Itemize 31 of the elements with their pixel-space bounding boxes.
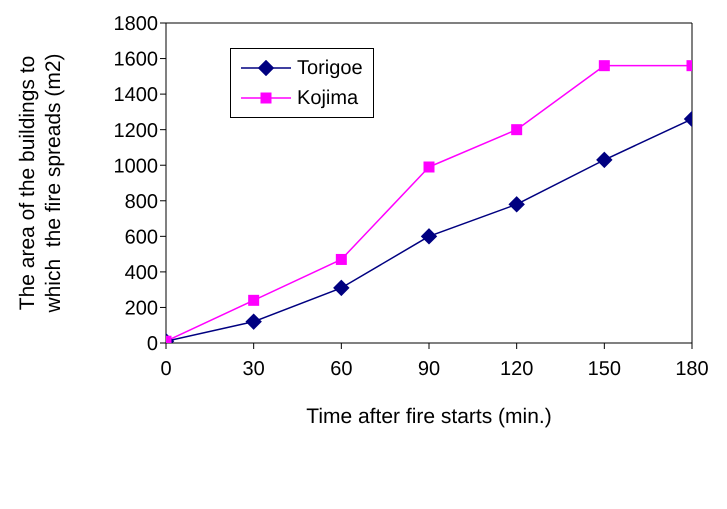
point <box>596 152 612 168</box>
x-tick-label: 30 <box>242 358 265 380</box>
point <box>424 162 434 172</box>
point <box>598 60 610 72</box>
y-tick-label: 400 <box>124 262 158 284</box>
x-tick-label: 60 <box>330 358 352 380</box>
x-axis-title: Time after fire starts (min.) <box>306 405 552 428</box>
point <box>333 280 350 296</box>
point <box>508 196 525 212</box>
point <box>511 124 522 136</box>
y-tick-label: 600 <box>124 226 158 248</box>
point <box>421 228 437 244</box>
x-tick-label: 90 <box>418 358 440 380</box>
y-tick-label: 1800 <box>114 13 158 36</box>
point <box>336 254 347 265</box>
point <box>248 294 260 306</box>
legend-label: Torigoe <box>296 56 363 81</box>
y-tick-label: 1400 <box>114 84 158 106</box>
y-tick-label: 1600 <box>114 48 158 71</box>
y-tick-label: 1000 <box>114 155 158 178</box>
x-tick-label: 150 <box>588 358 622 380</box>
y-tick-label: 1200 <box>114 120 158 142</box>
x-tick-label: 0 <box>160 358 172 380</box>
y-tick-label: 200 <box>124 298 158 320</box>
y-tick-label: 0 <box>146 333 158 356</box>
y-axis-title: The area of the buildings to which the fire spreads (m2) <box>16 53 65 314</box>
x-tick-label: 120 <box>500 358 534 380</box>
point <box>246 314 262 330</box>
legend-label: Kojima <box>296 86 360 111</box>
x-tick-label: 180 <box>675 358 709 380</box>
y-tick-label: 800 <box>124 190 158 213</box>
